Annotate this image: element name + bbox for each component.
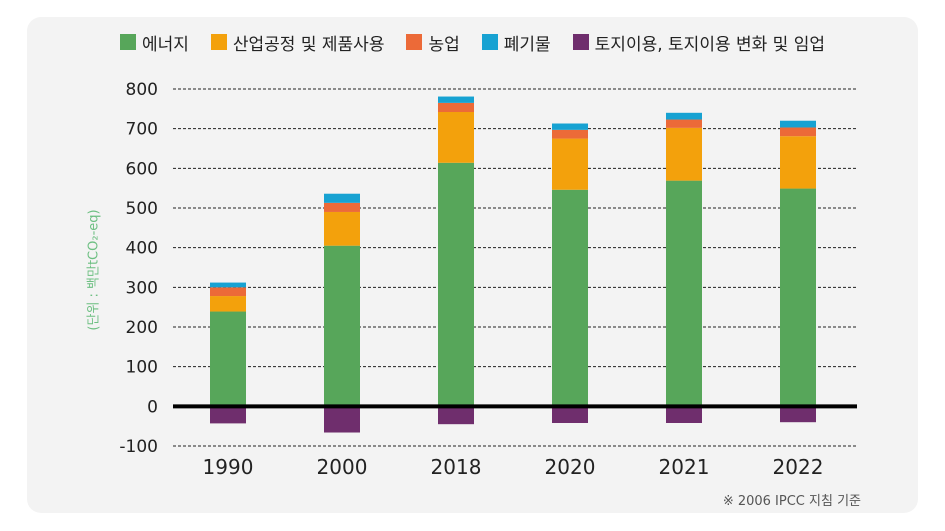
legend-swatch-industry [210, 34, 227, 50]
legend-item-agriculture: 농업 [406, 30, 460, 55]
y-tick-label: 300 [126, 278, 158, 298]
bar-segment [666, 119, 702, 128]
bar-segment [780, 120, 816, 128]
bar-segment [210, 311, 246, 407]
y-tick-label: 500 [126, 199, 158, 219]
bar-segment [324, 202, 360, 212]
y-tick-label: 800 [126, 80, 158, 100]
bar-segment [552, 406, 588, 423]
bar-segment [438, 406, 474, 425]
bar-segment [552, 129, 588, 139]
y-tick-label: 100 [126, 358, 158, 378]
bar-segment [210, 282, 246, 288]
bar-segment [324, 406, 360, 433]
legend-item-energy: 에너지 [119, 30, 189, 55]
bar-segment [210, 287, 246, 297]
bar-segment [666, 180, 702, 407]
bar-segment [324, 245, 360, 407]
y-tick-label: 400 [126, 239, 158, 259]
x-tick-label: 2022 [773, 455, 824, 479]
legend-item-waste: 폐기물 [481, 30, 551, 55]
legend-swatch-lulucf [572, 34, 589, 50]
bar-segment [438, 162, 474, 407]
legend-item-lulucf: 토지이용, 토지이용 변화 및 임업 [572, 30, 826, 55]
legend: 에너지 산업공정 및 제품사용 농업 폐기물 토지이용, 토지이용 변화 및 임… [0, 30, 945, 55]
bar-segment [438, 112, 474, 163]
bar-segment [210, 296, 246, 312]
legend-swatch-energy [119, 34, 136, 50]
bar-segment [780, 406, 816, 423]
bar-segment [666, 406, 702, 423]
x-tick-label: 1990 [203, 455, 254, 479]
x-tick-label: 2000 [317, 455, 368, 479]
y-tick-label: 600 [126, 159, 158, 179]
legend-swatch-agriculture [406, 34, 423, 50]
y-tick-label: 200 [126, 318, 158, 338]
legend-label-waste: 폐기물 [503, 34, 551, 55]
bar-segment [438, 96, 474, 103]
footnote: ※ 2006 IPCC 지침 기준 [722, 494, 861, 509]
bar-segment [666, 127, 702, 181]
bar-segment [666, 112, 702, 120]
legend-label-agriculture: 농업 [428, 34, 460, 55]
legend-swatch-waste [481, 34, 498, 50]
bar-segment [210, 406, 246, 424]
bar-segment [552, 189, 588, 407]
bar-segment [780, 136, 816, 189]
bar-segment [324, 211, 360, 246]
bar-segment [552, 138, 588, 190]
legend-label-industry: 산업공정 및 제품사용 [232, 34, 385, 55]
y-tick-label: 0 [147, 397, 158, 417]
x-tick-label: 2021 [659, 455, 710, 479]
x-tick-label: 2020 [545, 455, 596, 479]
legend-item-industry: 산업공정 및 제품사용 [210, 30, 385, 55]
bar-segment [438, 102, 474, 113]
bar-segment [324, 193, 360, 203]
legend-label-lulucf: 토지이용, 토지이용 변화 및 임업 [594, 34, 826, 55]
y-tick-label: -100 [119, 437, 158, 457]
bar-segment [780, 188, 816, 407]
legend-label-energy: 에너지 [141, 34, 189, 55]
bar-segment [552, 123, 588, 130]
y-tick-label: 700 [126, 120, 158, 140]
bar-segment [780, 127, 816, 137]
x-tick-label: 2018 [431, 455, 482, 479]
